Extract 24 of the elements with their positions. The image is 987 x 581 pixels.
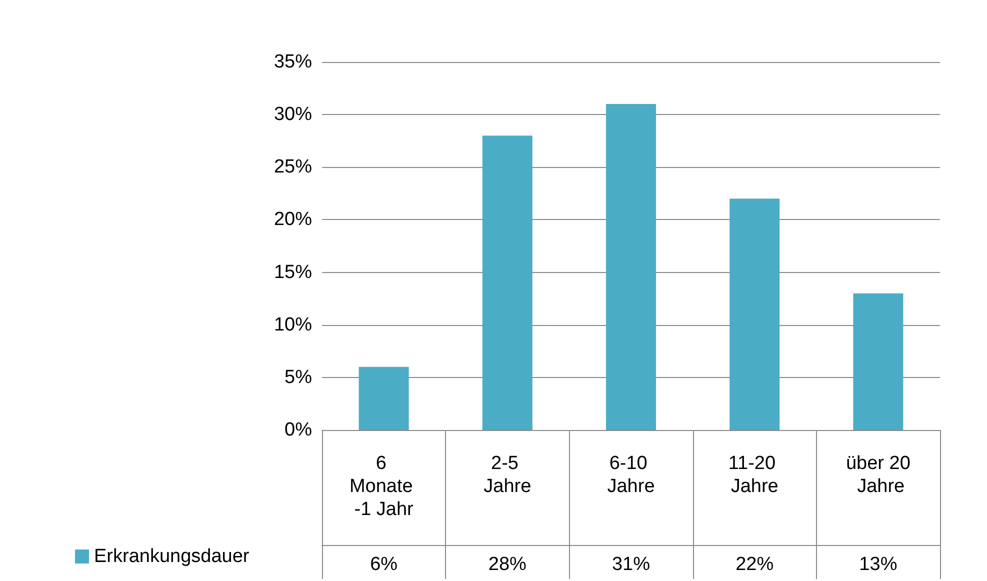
bar	[606, 104, 656, 430]
y-tick-label: 30%	[274, 104, 312, 126]
x-tick-label: 6-10 Jahre	[607, 453, 655, 497]
y-tick-label: 25%	[274, 156, 312, 178]
data-label: 22%	[736, 554, 774, 575]
y-tick-label: 20%	[274, 209, 312, 230]
y-tick-label: 15%	[274, 262, 312, 283]
y-tick-label: 5%	[284, 366, 312, 388]
bar	[358, 366, 409, 430]
x-tick-label: über 20 Jahre	[846, 453, 910, 497]
legend-label: Erkrankungsdauer	[94, 546, 250, 567]
data-label: 6%	[370, 554, 398, 575]
y-tick-label: 35%	[274, 52, 312, 72]
bar	[853, 293, 904, 430]
bar	[730, 198, 780, 430]
x-tick-label: 6 Monate -1 Jahr	[349, 453, 418, 520]
data-label: 13%	[859, 554, 898, 575]
y-tick-label: 10%	[274, 314, 312, 336]
y-tick-label: 0%	[284, 420, 312, 440]
data-label: 28%	[488, 554, 527, 575]
x-tick-label: 2-5 Jahre	[484, 453, 532, 497]
x-tick-label: 11-20 Jahre	[728, 453, 781, 497]
data-label: 31%	[612, 554, 650, 575]
bar	[482, 136, 532, 430]
